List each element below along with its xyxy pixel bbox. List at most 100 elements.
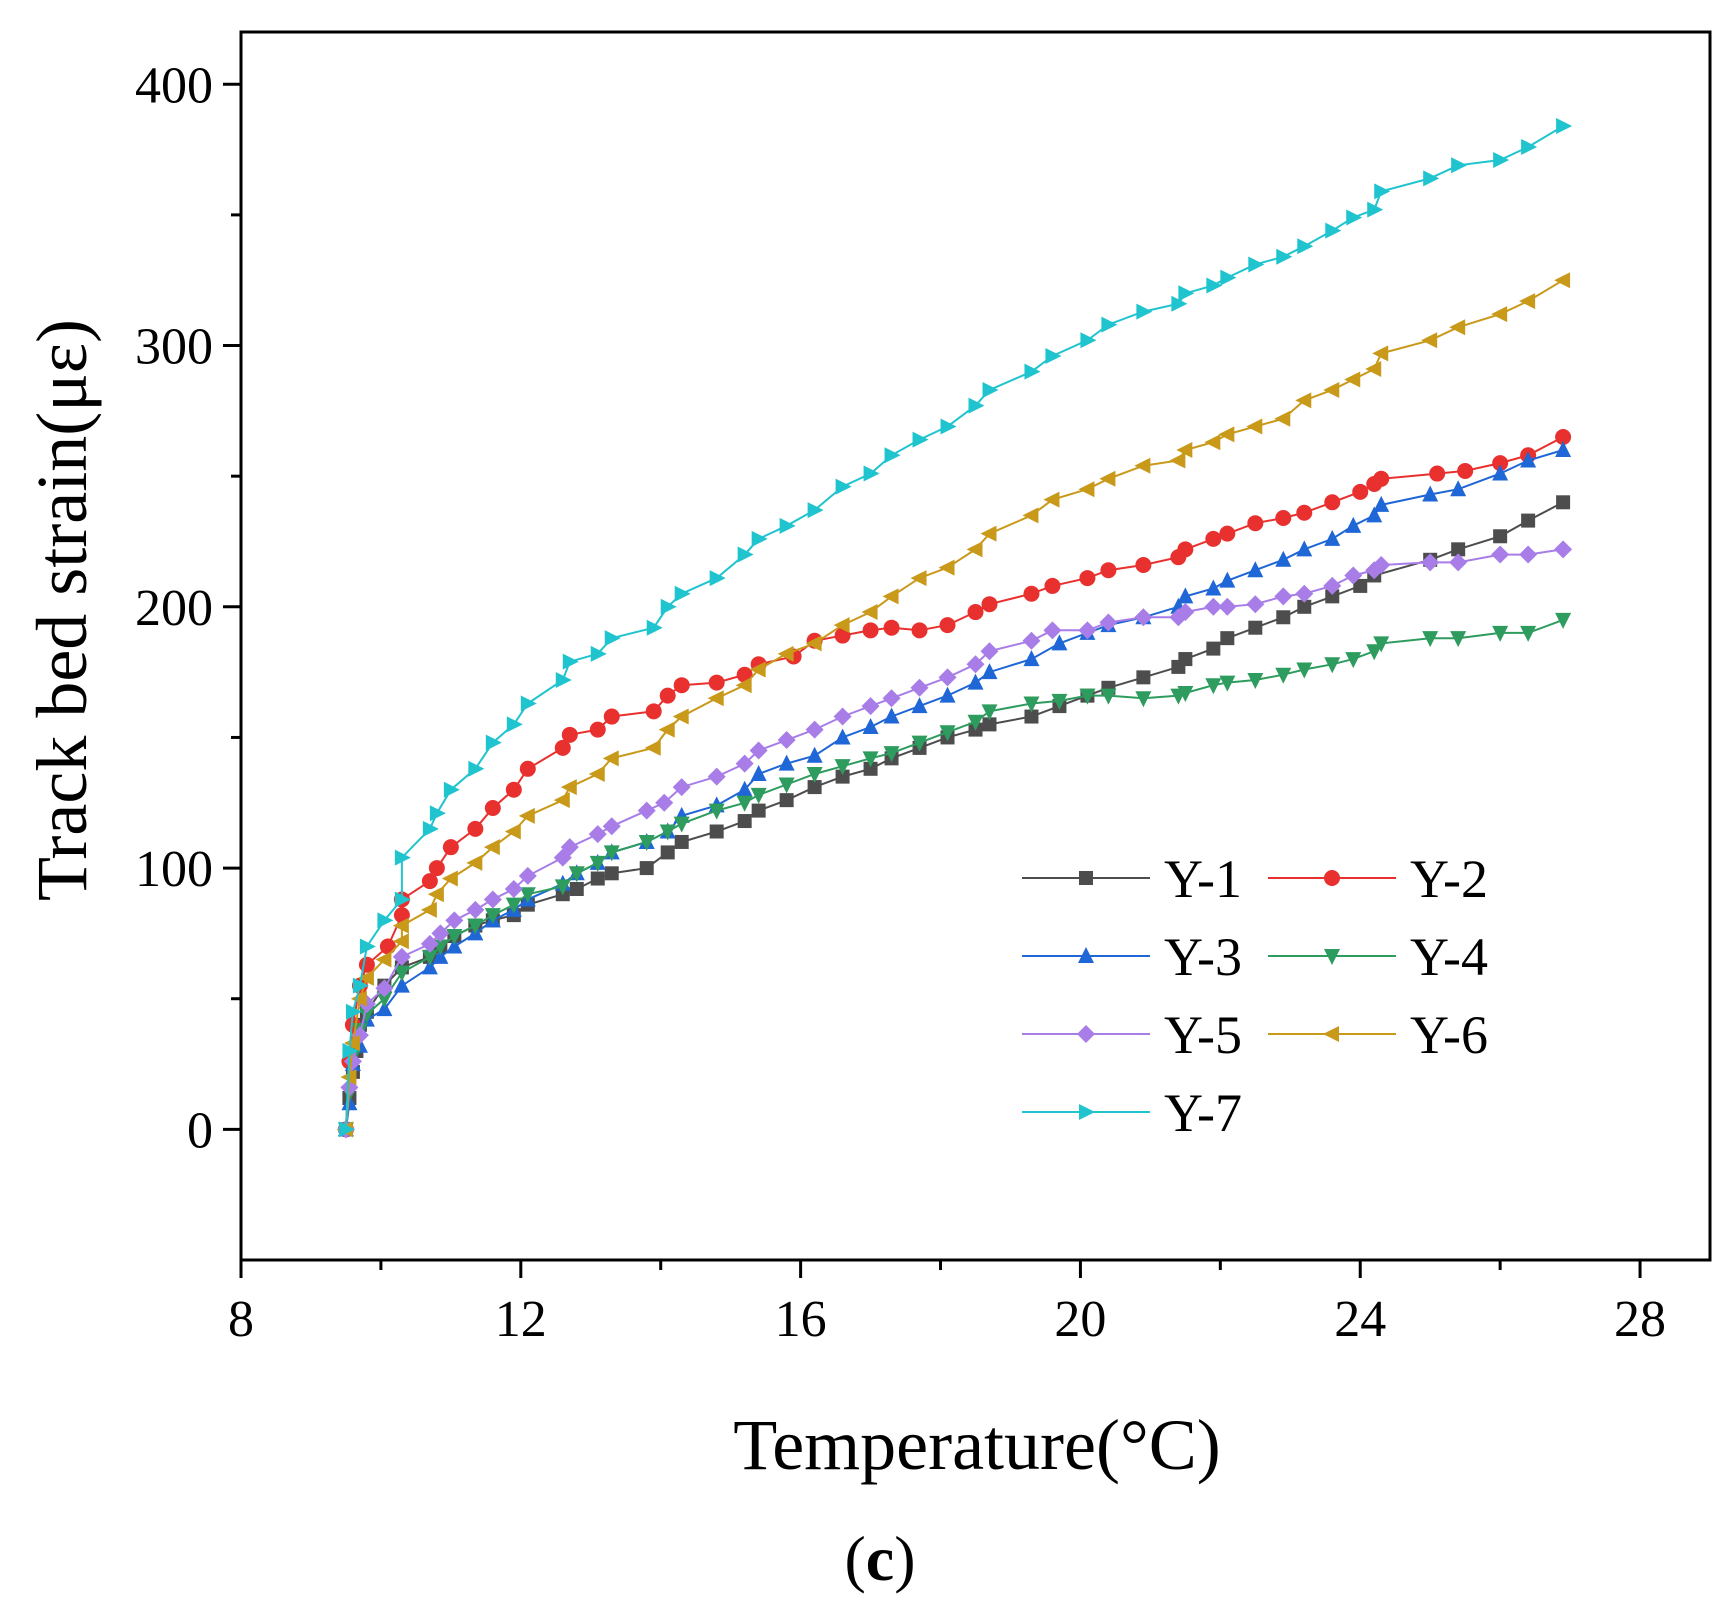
- data-point-y6: [1218, 426, 1235, 443]
- data-point-y6: [441, 870, 458, 887]
- data-point-y1: [1325, 589, 1340, 604]
- data-point-y3: [1345, 516, 1362, 533]
- data-point-y7: [1024, 363, 1041, 380]
- data-point-y7: [443, 781, 460, 798]
- data-point-y1: [1206, 641, 1221, 656]
- legend-item-y5: Y-5: [1022, 1005, 1242, 1065]
- data-point-y6: [735, 677, 752, 694]
- data-point-y1: [1024, 709, 1039, 724]
- data-point-y7: [751, 530, 768, 547]
- data-point-y7: [338, 1121, 355, 1138]
- data-point-y3: [911, 697, 928, 714]
- data-point-y6: [1134, 457, 1151, 474]
- data-point-y2: [484, 799, 501, 816]
- data-point-y2: [467, 820, 484, 837]
- y-tick-label: 0: [187, 1102, 213, 1159]
- data-point-y7: [1276, 248, 1293, 265]
- data-point-y4: [1324, 657, 1341, 674]
- data-point-y3: [778, 754, 795, 771]
- data-point-y5: [966, 655, 985, 674]
- data-point-y4: [750, 787, 767, 804]
- data-point-y2: [862, 622, 879, 639]
- data-point-y1: [1353, 578, 1368, 593]
- data-point-y1: [1493, 529, 1508, 544]
- plot-area: [336, 118, 1573, 1139]
- data-point-y6: [805, 635, 822, 652]
- data-point-y2: [589, 721, 606, 738]
- data-point-y3: [376, 1000, 393, 1017]
- data-point-y7: [352, 977, 369, 994]
- legend-label-y6: Y-6: [1410, 1005, 1488, 1065]
- data-point-y2: [1352, 483, 1369, 500]
- y-tick-label: 100: [135, 841, 213, 898]
- data-point-y5: [1134, 608, 1153, 627]
- data-point-y4: [467, 918, 484, 935]
- legend-item-y4: Y-4: [1268, 927, 1488, 987]
- data-point-y5: [735, 754, 754, 773]
- legend-label-y2: Y-2: [1410, 849, 1488, 909]
- data-point-y4: [1492, 625, 1509, 642]
- data-point-y7: [807, 502, 824, 519]
- x-tick-label: 28: [1614, 1291, 1666, 1348]
- data-point-y1: [1451, 542, 1466, 557]
- data-point-y2: [981, 596, 998, 613]
- data-point-y2: [1044, 577, 1061, 594]
- data-point-y6: [644, 739, 661, 756]
- data-point-y7: [520, 695, 537, 712]
- legend-marker-y2: [1324, 870, 1340, 886]
- data-point-y2: [659, 687, 676, 704]
- data-point-y2: [1023, 585, 1040, 602]
- data-point-y1: [1220, 631, 1235, 646]
- data-point-y5: [655, 793, 674, 812]
- data-point-y6: [861, 604, 878, 621]
- data-point-y4: [393, 965, 410, 982]
- data-point-y5: [1078, 621, 1097, 640]
- data-point-y7: [1206, 277, 1223, 294]
- data-point-y5: [938, 668, 957, 687]
- data-point-y4: [834, 759, 851, 776]
- legend-label-y4: Y-4: [1410, 927, 1488, 987]
- data-point-y1: [1276, 610, 1291, 625]
- data-point-y5: [1344, 566, 1363, 585]
- data-point-y7: [377, 912, 394, 929]
- legend-marker-y7: [1079, 1104, 1095, 1120]
- data-point-y4: [603, 845, 620, 862]
- data-point-y6: [1176, 442, 1193, 459]
- data-point-y4: [862, 751, 879, 768]
- data-point-y5: [588, 825, 607, 844]
- legend-item-y6: Y-6: [1268, 1005, 1488, 1065]
- data-point-y2: [428, 860, 445, 877]
- data-point-y4: [911, 735, 928, 752]
- data-point-y1: [709, 824, 724, 839]
- data-point-y5: [1246, 595, 1265, 614]
- data-point-y2: [379, 938, 396, 955]
- data-point-y7: [940, 418, 957, 435]
- data-point-y6: [1295, 392, 1312, 409]
- data-point-y7: [1374, 183, 1391, 200]
- data-point-y7: [835, 478, 852, 495]
- data-point-y3: [432, 947, 449, 964]
- data-point-y4: [505, 897, 522, 914]
- data-point-y6: [833, 617, 850, 634]
- data-point-y6: [1372, 345, 1389, 362]
- data-point-y4: [981, 704, 998, 721]
- data-point-y5: [1449, 553, 1468, 572]
- data-point-y5: [431, 924, 450, 943]
- data-point-y6: [938, 559, 955, 576]
- data-point-y7: [359, 938, 376, 955]
- data-point-y7: [674, 585, 691, 602]
- data-point-y7: [468, 760, 485, 777]
- data-point-y5: [602, 817, 621, 836]
- data-point-y1: [779, 793, 794, 808]
- data-point-y6: [1365, 361, 1382, 378]
- data-point-y6: [1274, 410, 1291, 427]
- data-point-y4: [1422, 631, 1439, 648]
- data-point-y3: [1296, 540, 1313, 557]
- data-point-y6: [910, 570, 927, 587]
- data-point-y7: [912, 431, 929, 448]
- legend-marker-y1: [1079, 871, 1093, 885]
- data-point-y4: [883, 746, 900, 763]
- legend-item-y1: Y-1: [1022, 849, 1242, 909]
- data-point-y5: [504, 879, 523, 898]
- data-point-y4: [1051, 693, 1068, 710]
